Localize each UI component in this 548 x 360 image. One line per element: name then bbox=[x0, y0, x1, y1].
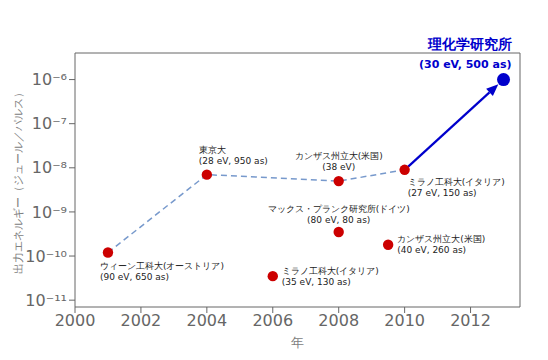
svg-text:(27 eV, 150 as): (27 eV, 150 as) bbox=[408, 188, 477, 198]
svg-text:ミラノ工科大(イタリア): ミラノ工科大(イタリア) bbox=[408, 177, 505, 187]
svg-text:ウィーン工科大(オーストリア): ウィーン工科大(オーストリア) bbox=[100, 261, 224, 271]
svg-text:10⁻⁶: 10⁻⁶ bbox=[32, 70, 67, 89]
svg-text:2012: 2012 bbox=[450, 311, 491, 330]
svg-text:10⁻⁹: 10⁻⁹ bbox=[32, 203, 67, 222]
svg-text:(28 eV, 950 as): (28 eV, 950 as) bbox=[199, 156, 268, 166]
svg-text:2008: 2008 bbox=[318, 311, 359, 330]
svg-text:2006: 2006 bbox=[252, 311, 293, 330]
svg-text:10⁻⁸: 10⁻⁸ bbox=[32, 158, 67, 177]
svg-text:カンザス州立大(米国): カンザス州立大(米国) bbox=[295, 151, 383, 161]
svg-text:(30 eV, 500 as): (30 eV, 500 as) bbox=[419, 58, 512, 71]
svg-text:(38 eV): (38 eV) bbox=[322, 162, 355, 172]
svg-text:2004: 2004 bbox=[186, 311, 227, 330]
svg-text:カンザス州立大(米国): カンザス州立大(米国) bbox=[397, 234, 485, 244]
svg-text:(90 eV, 650 as): (90 eV, 650 as) bbox=[100, 272, 169, 282]
svg-text:出力エネルギー（ジュール／パルス）: 出力エネルギー（ジュール／パルス） bbox=[12, 87, 25, 274]
svg-text:東京大: 東京大 bbox=[199, 145, 226, 155]
svg-text:2010: 2010 bbox=[384, 311, 425, 330]
svg-text:10⁻¹¹: 10⁻¹¹ bbox=[25, 291, 67, 310]
svg-text:理化学研究所: 理化学研究所 bbox=[427, 36, 512, 52]
svg-text:(80 eV, 80 as): (80 eV, 80 as) bbox=[307, 215, 370, 225]
svg-text:2002: 2002 bbox=[121, 311, 162, 330]
svg-text:ミラノ工科大(イタリア): ミラノ工科大(イタリア) bbox=[282, 266, 379, 276]
svg-text:年: 年 bbox=[291, 335, 304, 350]
svg-text:マックス・プランク研究所(ドイツ): マックス・プランク研究所(ドイツ) bbox=[268, 204, 410, 214]
svg-text:(35 eV, 130 as): (35 eV, 130 as) bbox=[282, 277, 351, 287]
svg-text:10⁻⁷: 10⁻⁷ bbox=[32, 114, 67, 133]
svg-text:(40 eV, 260 as): (40 eV, 260 as) bbox=[397, 245, 466, 255]
svg-text:2000: 2000 bbox=[55, 311, 96, 330]
svg-text:10⁻¹⁰: 10⁻¹⁰ bbox=[25, 247, 67, 266]
